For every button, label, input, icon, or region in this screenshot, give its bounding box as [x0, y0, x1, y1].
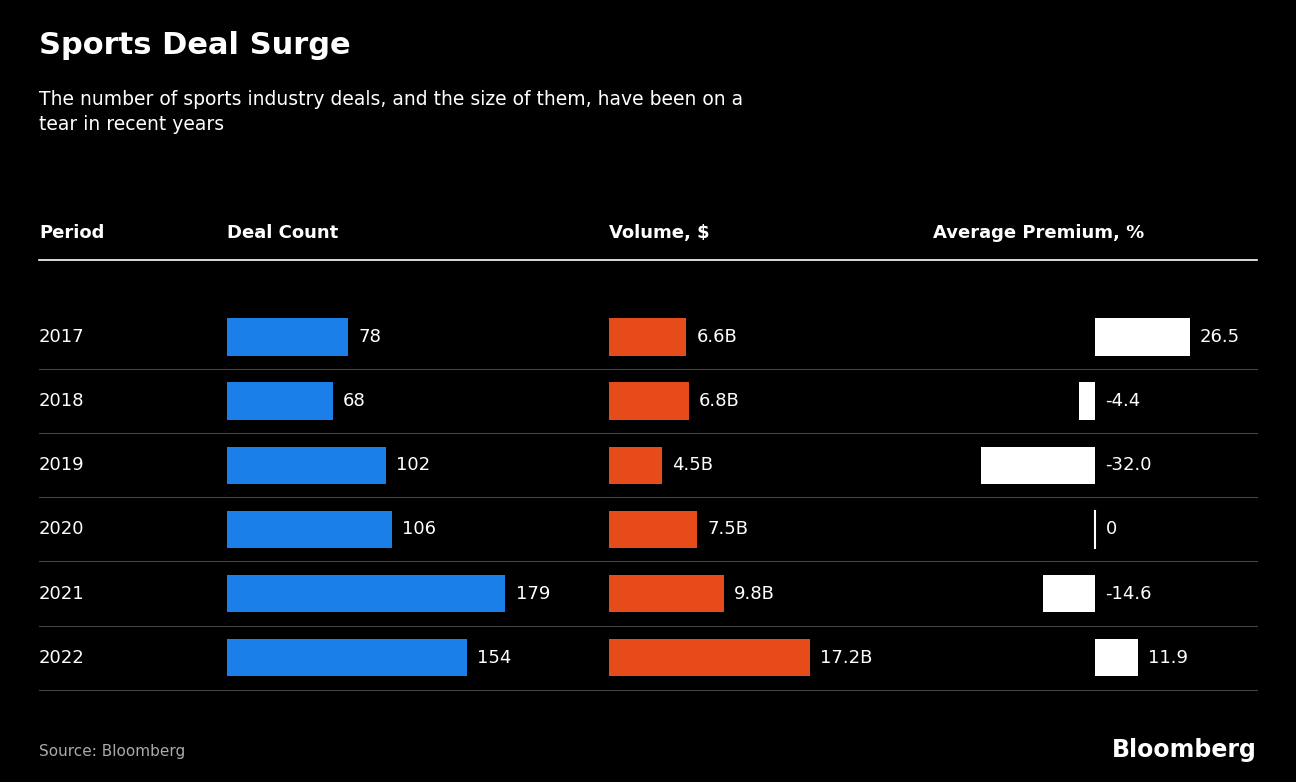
Text: Source: Bloomberg: Source: Bloomberg: [39, 744, 185, 759]
Text: 7.5B: 7.5B: [708, 520, 748, 539]
Text: 2020: 2020: [39, 520, 84, 539]
Text: -32.0: -32.0: [1105, 456, 1152, 475]
Text: Period: Period: [39, 224, 104, 242]
Bar: [1095, 639, 1138, 676]
Text: Deal Count: Deal Count: [227, 224, 338, 242]
Text: 179: 179: [516, 584, 551, 603]
Bar: [1080, 382, 1095, 420]
Bar: [1095, 318, 1190, 356]
Text: 2021: 2021: [39, 584, 84, 603]
Text: 26.5: 26.5: [1200, 328, 1240, 346]
Text: The number of sports industry deals, and the size of them, have been on a
tear i: The number of sports industry deals, and…: [39, 90, 743, 134]
Bar: [609, 447, 662, 484]
Bar: [609, 382, 688, 420]
Bar: [609, 575, 723, 612]
Text: 0: 0: [1105, 520, 1117, 539]
Text: 102: 102: [397, 456, 430, 475]
Bar: [609, 639, 810, 676]
Bar: [227, 318, 349, 356]
Text: 17.2B: 17.2B: [820, 648, 872, 667]
Text: 2017: 2017: [39, 328, 84, 346]
Bar: [609, 511, 697, 548]
Text: Volume, $: Volume, $: [609, 224, 710, 242]
Text: 2019: 2019: [39, 456, 84, 475]
Text: 2022: 2022: [39, 648, 84, 667]
Text: -4.4: -4.4: [1105, 392, 1140, 411]
Bar: [609, 318, 686, 356]
Bar: [981, 447, 1095, 484]
Text: 68: 68: [343, 392, 365, 411]
Text: Average Premium, %: Average Premium, %: [933, 224, 1144, 242]
Bar: [227, 575, 505, 612]
Bar: [227, 639, 467, 676]
Text: 6.6B: 6.6B: [696, 328, 737, 346]
Text: Sports Deal Surge: Sports Deal Surge: [39, 31, 350, 60]
Text: 2018: 2018: [39, 392, 84, 411]
Text: 11.9: 11.9: [1148, 648, 1188, 667]
Bar: [1043, 575, 1095, 612]
Bar: [227, 382, 333, 420]
Bar: [227, 447, 386, 484]
Text: 154: 154: [477, 648, 511, 667]
Text: 6.8B: 6.8B: [699, 392, 740, 411]
Bar: [227, 511, 391, 548]
Text: 9.8B: 9.8B: [734, 584, 775, 603]
Text: 78: 78: [359, 328, 381, 346]
Text: 4.5B: 4.5B: [673, 456, 713, 475]
Text: -14.6: -14.6: [1105, 584, 1152, 603]
Text: Bloomberg: Bloomberg: [1112, 738, 1257, 762]
Text: 106: 106: [402, 520, 437, 539]
